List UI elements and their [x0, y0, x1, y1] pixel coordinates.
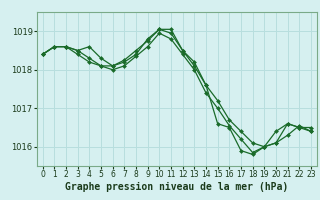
X-axis label: Graphe pression niveau de la mer (hPa): Graphe pression niveau de la mer (hPa) — [65, 182, 288, 192]
